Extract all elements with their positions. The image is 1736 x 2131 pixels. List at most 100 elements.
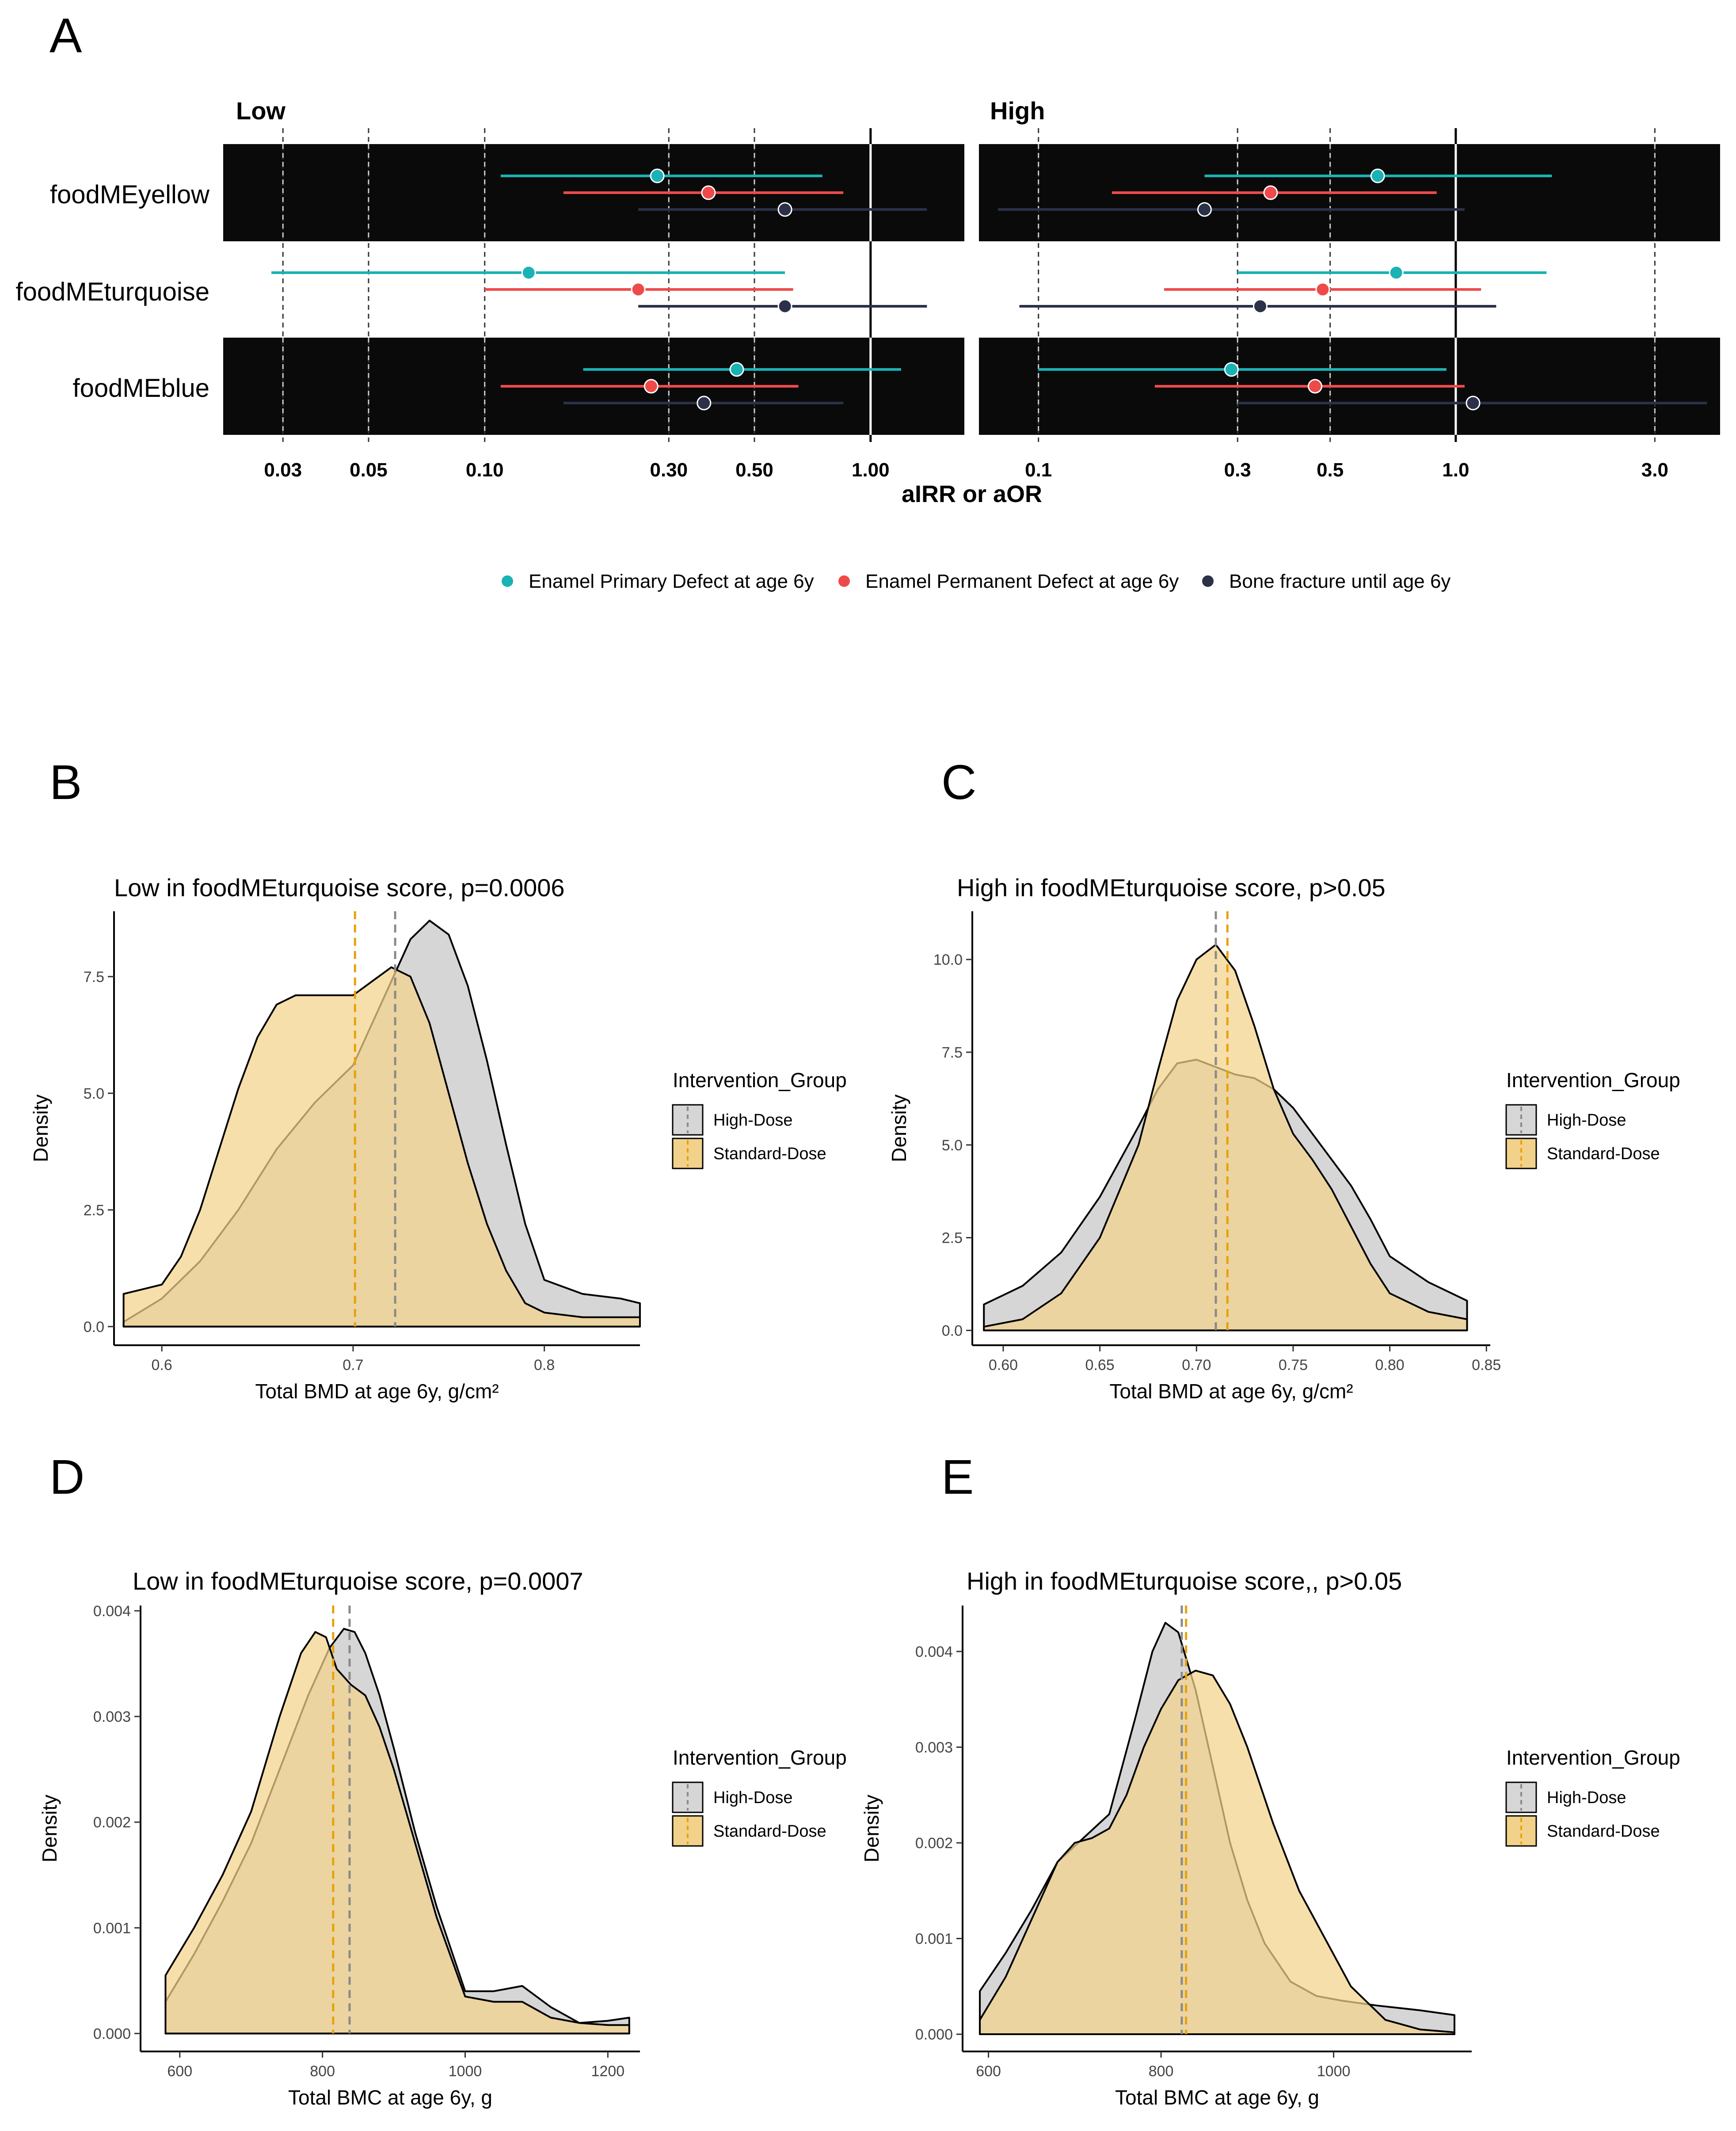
point-high-foodmeturquoise-1: [1315, 282, 1330, 297]
forest-facet-low: 0.03 0.05 0.10 0.30 0.50 1.00: [223, 128, 964, 481]
density-area-d-standard-dose: [164, 1631, 630, 2035]
y-tick-label-c-3: 7.5: [942, 1044, 963, 1061]
y-tick-label-d-0: 0.000: [93, 2025, 131, 2042]
panel-letter-a: A: [49, 8, 82, 63]
point-low-foodmeblue-2: [697, 396, 712, 411]
panel-e-density-plot: High in foodMEturquoise score,, p>0.05 60…: [860, 1567, 1680, 2109]
legend-title-b: Intervention_Group: [673, 1069, 847, 1092]
legend-label-d-standard-dose: Standard-Dose: [713, 1822, 826, 1841]
x-tick-label-high-3: 1.0: [1442, 459, 1469, 481]
y-tick-label-c-0: 0.0: [942, 1322, 963, 1339]
point-low-foodmeyellow-0: [650, 168, 665, 183]
y-tick-label-e-3: 0.003: [915, 1739, 953, 1756]
panel-letter-e: E: [941, 1450, 974, 1504]
facet-label-low: Low: [236, 97, 286, 125]
x-tick-label-e-1: 800: [1149, 2063, 1174, 2080]
row-label-foodmeturquoise: foodMEturquoise: [16, 278, 209, 306]
plot-title-e: High in foodMEturquoise score,, p>0.05: [967, 1567, 1402, 1595]
y-axis-label-e: Density: [860, 1795, 883, 1862]
x-tick-label-c-2: 0.70: [1182, 1357, 1211, 1374]
x-tick-label-c-3: 0.75: [1279, 1357, 1308, 1374]
panel-d-density-plot: Low in foodMEturquoise score, p=0.0007 60…: [38, 1567, 847, 2109]
y-axis-label-b: Density: [29, 1094, 52, 1162]
x-tick-label-b-1: 0.7: [343, 1357, 363, 1374]
y-tick-label-e-0: 0.000: [915, 2026, 953, 2043]
legend-label-d-high-dose: High-Dose: [713, 1789, 793, 1807]
x-tick-label-low-3: 0.30: [650, 459, 688, 481]
x-tick-label-low-4: 0.50: [735, 459, 773, 481]
point-high-foodmeblue-2: [1466, 396, 1481, 411]
point-low-foodmeturquoise-2: [777, 299, 792, 314]
legend-label-enamel-primary: Enamel Primary Defect at age 6y: [529, 571, 814, 592]
x-tick-label-high-4: 3.0: [1641, 459, 1668, 481]
point-low-foodmeturquoise-0: [521, 265, 536, 280]
panel-a-forest-plot: A Low High foodMEyellow foodMEturquoise …: [16, 8, 1720, 592]
x-tick-label-d-0: 600: [167, 2063, 192, 2080]
forest-facet-high: 0.1 0.3 0.5 1.0 3.0: [979, 128, 1720, 481]
legend-label-b-high-dose: High-Dose: [713, 1111, 793, 1130]
y-tick-label-b-0: 0.0: [84, 1319, 104, 1336]
y-tick-label-d-2: 0.002: [93, 1814, 131, 1831]
x-tick-label-d-1: 800: [310, 2063, 335, 2080]
y-axis-label-c: Density: [887, 1094, 910, 1162]
y-tick-label-e-1: 0.001: [915, 1931, 953, 1948]
point-low-foodmeblue-1: [643, 379, 659, 394]
panel-letter-b: B: [49, 755, 82, 810]
point-low-foodmeblue-0: [729, 362, 744, 377]
y-tick-label-d-4: 0.004: [93, 1603, 131, 1620]
plot-title-c: High in foodMEturquoise score, p>0.05: [957, 874, 1386, 902]
point-low-foodmeyellow-1: [701, 185, 716, 200]
x-tick-label-c-0: 0.60: [989, 1357, 1018, 1374]
point-low-foodmeyellow-2: [777, 202, 792, 217]
legend-title-c: Intervention_Group: [1506, 1069, 1680, 1092]
x-tick-label-c-5: 0.85: [1472, 1357, 1501, 1374]
facet-label-high: High: [990, 97, 1045, 125]
plot-title-b: Low in foodMEturquoise score, p=0.0006: [114, 874, 565, 902]
legend-item-bone-fracture: Bone fracture until age 6y: [1202, 571, 1450, 592]
legend-item-enamel-primary: Enamel Primary Defect at age 6y: [502, 571, 814, 592]
x-axis-label-d: Total BMC at age 6y, g: [288, 2086, 492, 2109]
x-tick-label-e-2: 1000: [1317, 2063, 1351, 2080]
legend-dot-enamel-primary: [502, 575, 513, 587]
legend-a: Enamel Primary Defect at age 6y Enamel P…: [502, 571, 1450, 592]
legend-dot-bone-fracture: [1202, 575, 1214, 587]
y-tick-label-c-2: 5.0: [942, 1137, 963, 1154]
x-tick-label-e-0: 600: [976, 2063, 1001, 2080]
x-tick-label-low-2: 0.10: [466, 459, 504, 481]
point-low-foodmeturquoise-1: [631, 282, 646, 297]
point-high-foodmeturquoise-0: [1389, 265, 1404, 280]
x-tick-label-high-2: 0.5: [1317, 459, 1344, 481]
x-tick-label-d-3: 1200: [591, 2063, 625, 2080]
panel-b-density-plot: Low in foodMEturquoise score, p=0.0006 0.…: [29, 874, 847, 1403]
legend-title-e: Intervention_Group: [1506, 1746, 1680, 1769]
density-area-b-standard-dose: [122, 966, 641, 1328]
y-tick-label-c-1: 2.5: [942, 1230, 963, 1247]
y-axis-label-d: Density: [38, 1795, 61, 1862]
point-high-foodmeyellow-0: [1370, 168, 1385, 183]
legend-item-enamel-permanent: Enamel Permanent Defect at age 6y: [838, 571, 1179, 592]
y-tick-label-c-4: 10.0: [933, 951, 963, 968]
legend-label-c-high-dose: High-Dose: [1547, 1111, 1626, 1130]
y-tick-label-b-2: 5.0: [84, 1085, 104, 1102]
point-high-foodmeturquoise-2: [1253, 299, 1268, 314]
legend-dot-enamel-permanent: [838, 575, 850, 587]
point-high-foodmeyellow-2: [1197, 202, 1212, 217]
y-tick-label-b-3: 7.5: [84, 969, 104, 986]
legend-label-bone-fracture: Bone fracture until age 6y: [1229, 571, 1450, 592]
x-tick-label-b-0: 0.6: [152, 1357, 172, 1374]
x-axis-label-c: Total BMD at age 6y, g/cm²: [1109, 1380, 1353, 1403]
point-high-foodmeblue-0: [1224, 362, 1239, 377]
x-tick-label-low-0: 0.03: [264, 459, 302, 481]
legend-label-enamel-permanent: Enamel Permanent Defect at age 6y: [865, 571, 1179, 592]
y-tick-label-e-4: 0.004: [915, 1644, 953, 1660]
legend-title-d: Intervention_Group: [673, 1746, 847, 1769]
panel-letter-c: C: [941, 755, 976, 810]
x-axis-title-a: aIRR or aOR: [902, 481, 1042, 507]
x-axis-label-e: Total BMC at age 6y, g: [1115, 2086, 1319, 2109]
legend-label-c-standard-dose: Standard-Dose: [1547, 1145, 1660, 1163]
panel-c-density-plot: High in foodMEturquoise score, p>0.05 0.6…: [887, 874, 1680, 1403]
x-tick-label-low-5: 1.00: [852, 459, 890, 481]
density-area-e-standard-dose: [979, 1670, 1455, 2036]
x-tick-label-high-0: 0.1: [1025, 459, 1052, 481]
